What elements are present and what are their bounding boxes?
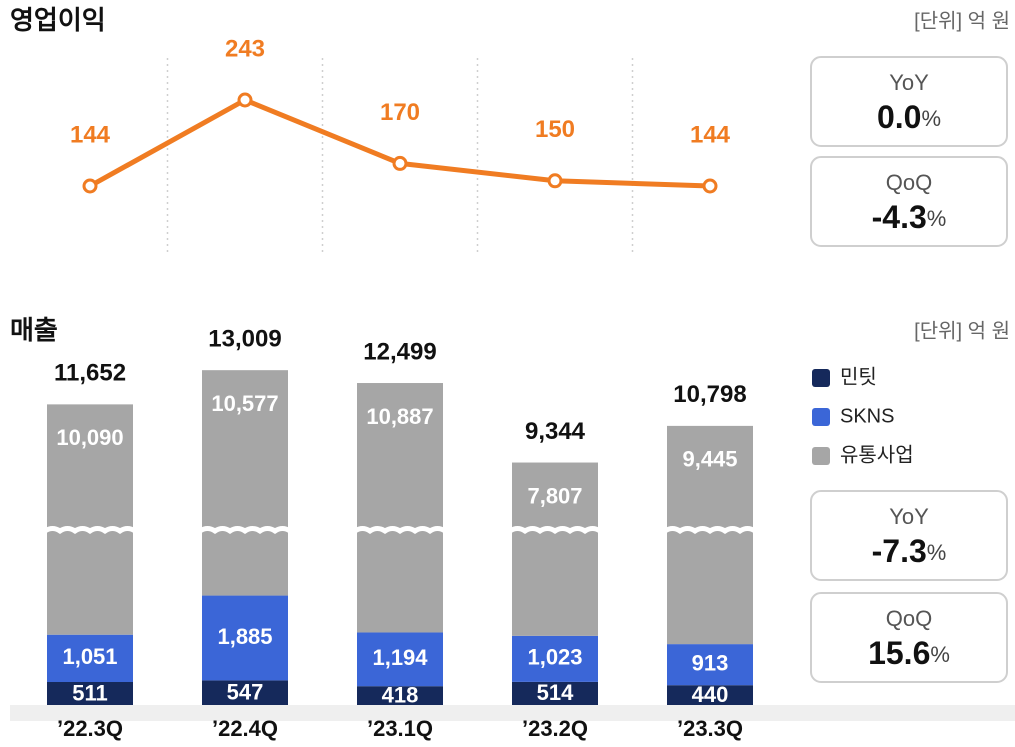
stat-label: QoQ [886, 606, 932, 631]
data-label: 1,194 [372, 645, 428, 670]
chart-title: 매출 [10, 315, 58, 345]
data-label: 10,887 [366, 404, 433, 429]
bar-segment [202, 370, 288, 596]
legend-label: 유통사업 [840, 443, 914, 466]
data-label: 913 [692, 650, 729, 675]
axis-break [43, 526, 137, 535]
total-label: 9,344 [525, 418, 586, 445]
data-label: 10,577 [211, 391, 278, 416]
x-tick-label: ’22.3Q [57, 716, 123, 741]
stat-box [810, 56, 1008, 147]
x-tick-label: ’23.2Q [522, 716, 588, 741]
stat-box [810, 490, 1008, 581]
data-label: 7,807 [527, 483, 582, 508]
bar-segment [357, 632, 443, 687]
data-label: 1,051 [62, 644, 117, 669]
stat-value: -7.3% [872, 533, 947, 569]
point [82, 178, 98, 194]
x-tick-label: ’22.4Q [212, 716, 278, 741]
stat-value: -4.3% [872, 199, 947, 235]
x-tick-label: ’23.1Q [367, 716, 433, 741]
point [237, 92, 253, 108]
point [392, 155, 408, 171]
point [547, 173, 563, 189]
axis-break [353, 526, 447, 535]
bar-segment [667, 685, 753, 705]
stat-box [810, 156, 1008, 247]
bar-segment [357, 686, 443, 705]
stat-box [810, 592, 1008, 683]
axis-break [198, 526, 292, 535]
total-label: 12,499 [363, 338, 436, 365]
data-label: 150 [535, 116, 575, 143]
bar-segment [357, 383, 443, 633]
unit-note: [단위] 억 원 [914, 9, 1010, 32]
legend-label: 민팃 [840, 365, 877, 388]
legend-swatch [812, 408, 830, 426]
bar-segment [47, 682, 133, 705]
data-label: 514 [537, 680, 574, 705]
bar-segment [667, 425, 753, 645]
legend-swatch [812, 447, 830, 465]
stat-number: -7.3 [872, 533, 927, 569]
x-tick-label: ’23.3Q [677, 716, 743, 741]
point [702, 178, 718, 194]
data-label: 144 [70, 121, 111, 148]
stat-label: YoY [889, 504, 929, 529]
stat-number: 15.6 [868, 635, 930, 671]
data-label: 440 [692, 682, 729, 707]
bar-segment [47, 404, 133, 635]
stat-unit: % [927, 540, 947, 565]
bar-segment [512, 681, 598, 705]
stat-label: YoY [889, 70, 929, 95]
stat-unit: % [930, 642, 950, 667]
data-label: 1,885 [217, 624, 272, 649]
stat-value: 15.6% [868, 635, 950, 671]
legend-swatch [812, 369, 830, 387]
data-label: 547 [227, 680, 264, 705]
data-label: 9,445 [682, 447, 737, 472]
legend-label: SKNS [840, 405, 894, 427]
total-label: 13,009 [208, 326, 281, 353]
data-label: 418 [382, 682, 419, 707]
data-label: 144 [690, 121, 731, 148]
stat-label: QoQ [886, 170, 932, 195]
stat-number: -4.3 [872, 199, 927, 235]
axis-break [663, 526, 757, 535]
data-label: 170 [380, 99, 420, 126]
stat-number: 0.0 [877, 99, 921, 135]
unit-note: [단위] 억 원 [914, 319, 1010, 342]
bar-segment [202, 680, 288, 705]
chart-title: 영업이익 [10, 5, 106, 35]
bar-segment [202, 595, 288, 681]
stat-unit: % [927, 206, 947, 231]
total-label: 11,652 [54, 360, 126, 387]
axis-break [508, 526, 602, 535]
bar-segment [512, 462, 598, 636]
data-label: 1,023 [527, 645, 582, 670]
data-label: 10,090 [56, 425, 123, 450]
data-label: 243 [225, 35, 265, 62]
axis-band [10, 705, 1015, 721]
total-label: 10,798 [673, 381, 746, 408]
data-label: 511 [72, 680, 108, 705]
bar-segment [512, 635, 598, 682]
stat-value: 0.0% [877, 99, 941, 135]
bar-segment [667, 644, 753, 686]
stat-unit: % [921, 106, 941, 131]
bar-segment [47, 634, 133, 683]
